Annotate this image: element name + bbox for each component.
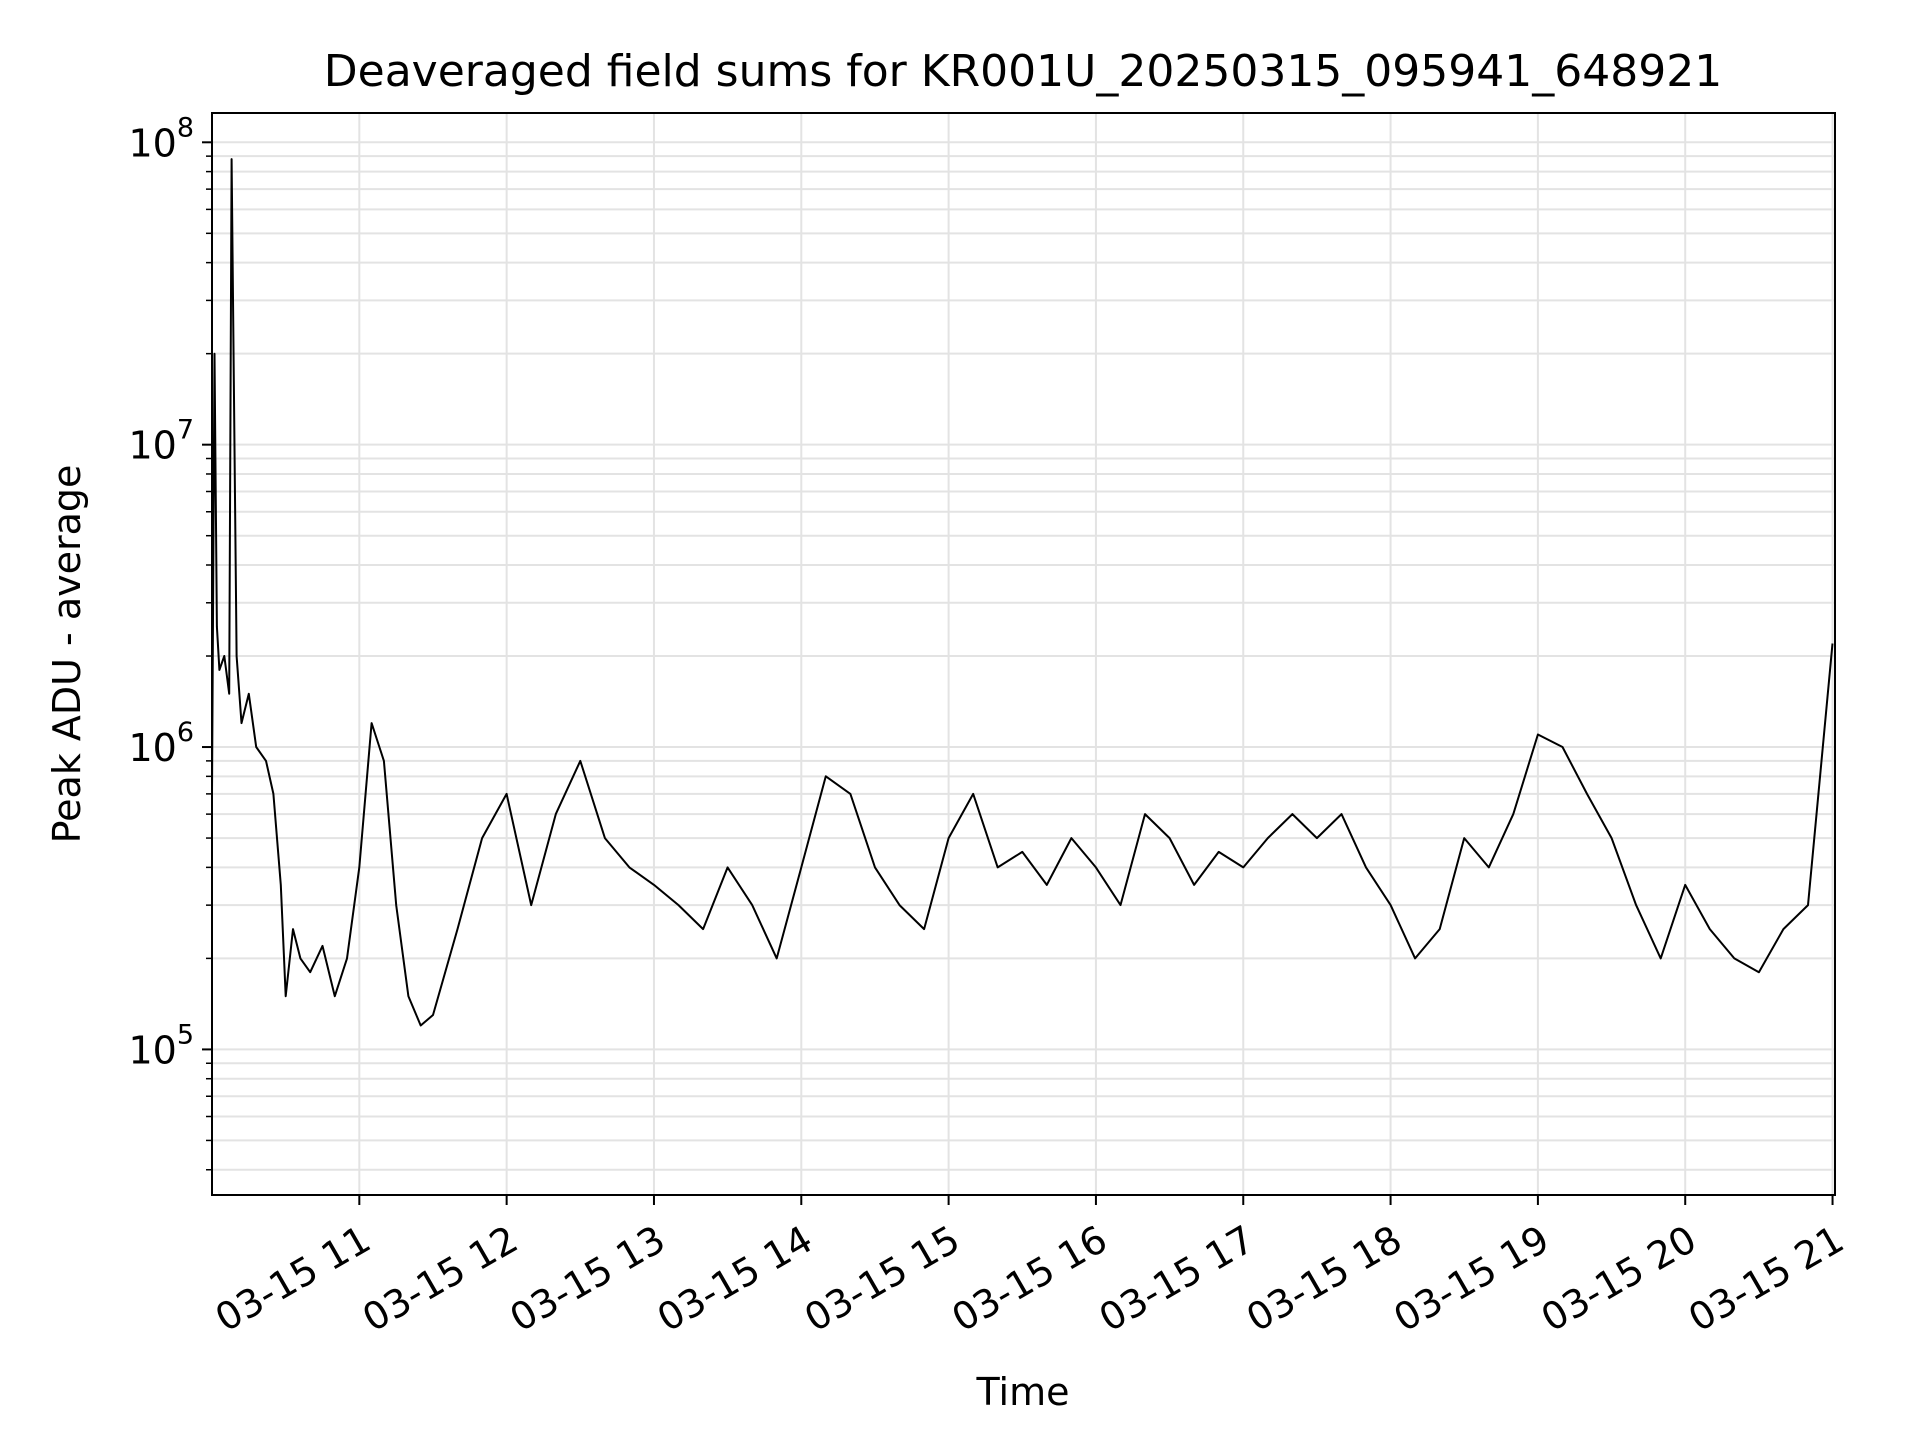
y-tick-label: 108: [128, 112, 194, 165]
grid: [212, 113, 1835, 1195]
data-series-line: [211, 158, 1834, 1027]
plot-frame: [211, 112, 1836, 1196]
y-tick-label: 105: [128, 1019, 194, 1072]
y-tick-label: 106: [128, 717, 194, 770]
y-axis-label: Peak ADU - average: [45, 465, 89, 844]
x-axis-label: Time: [976, 1370, 1070, 1414]
data-layer: [211, 158, 1834, 1027]
y-tick-label: 107: [128, 415, 194, 468]
chart-title: Deaveraged field sums for KR001U_2025031…: [324, 46, 1722, 97]
